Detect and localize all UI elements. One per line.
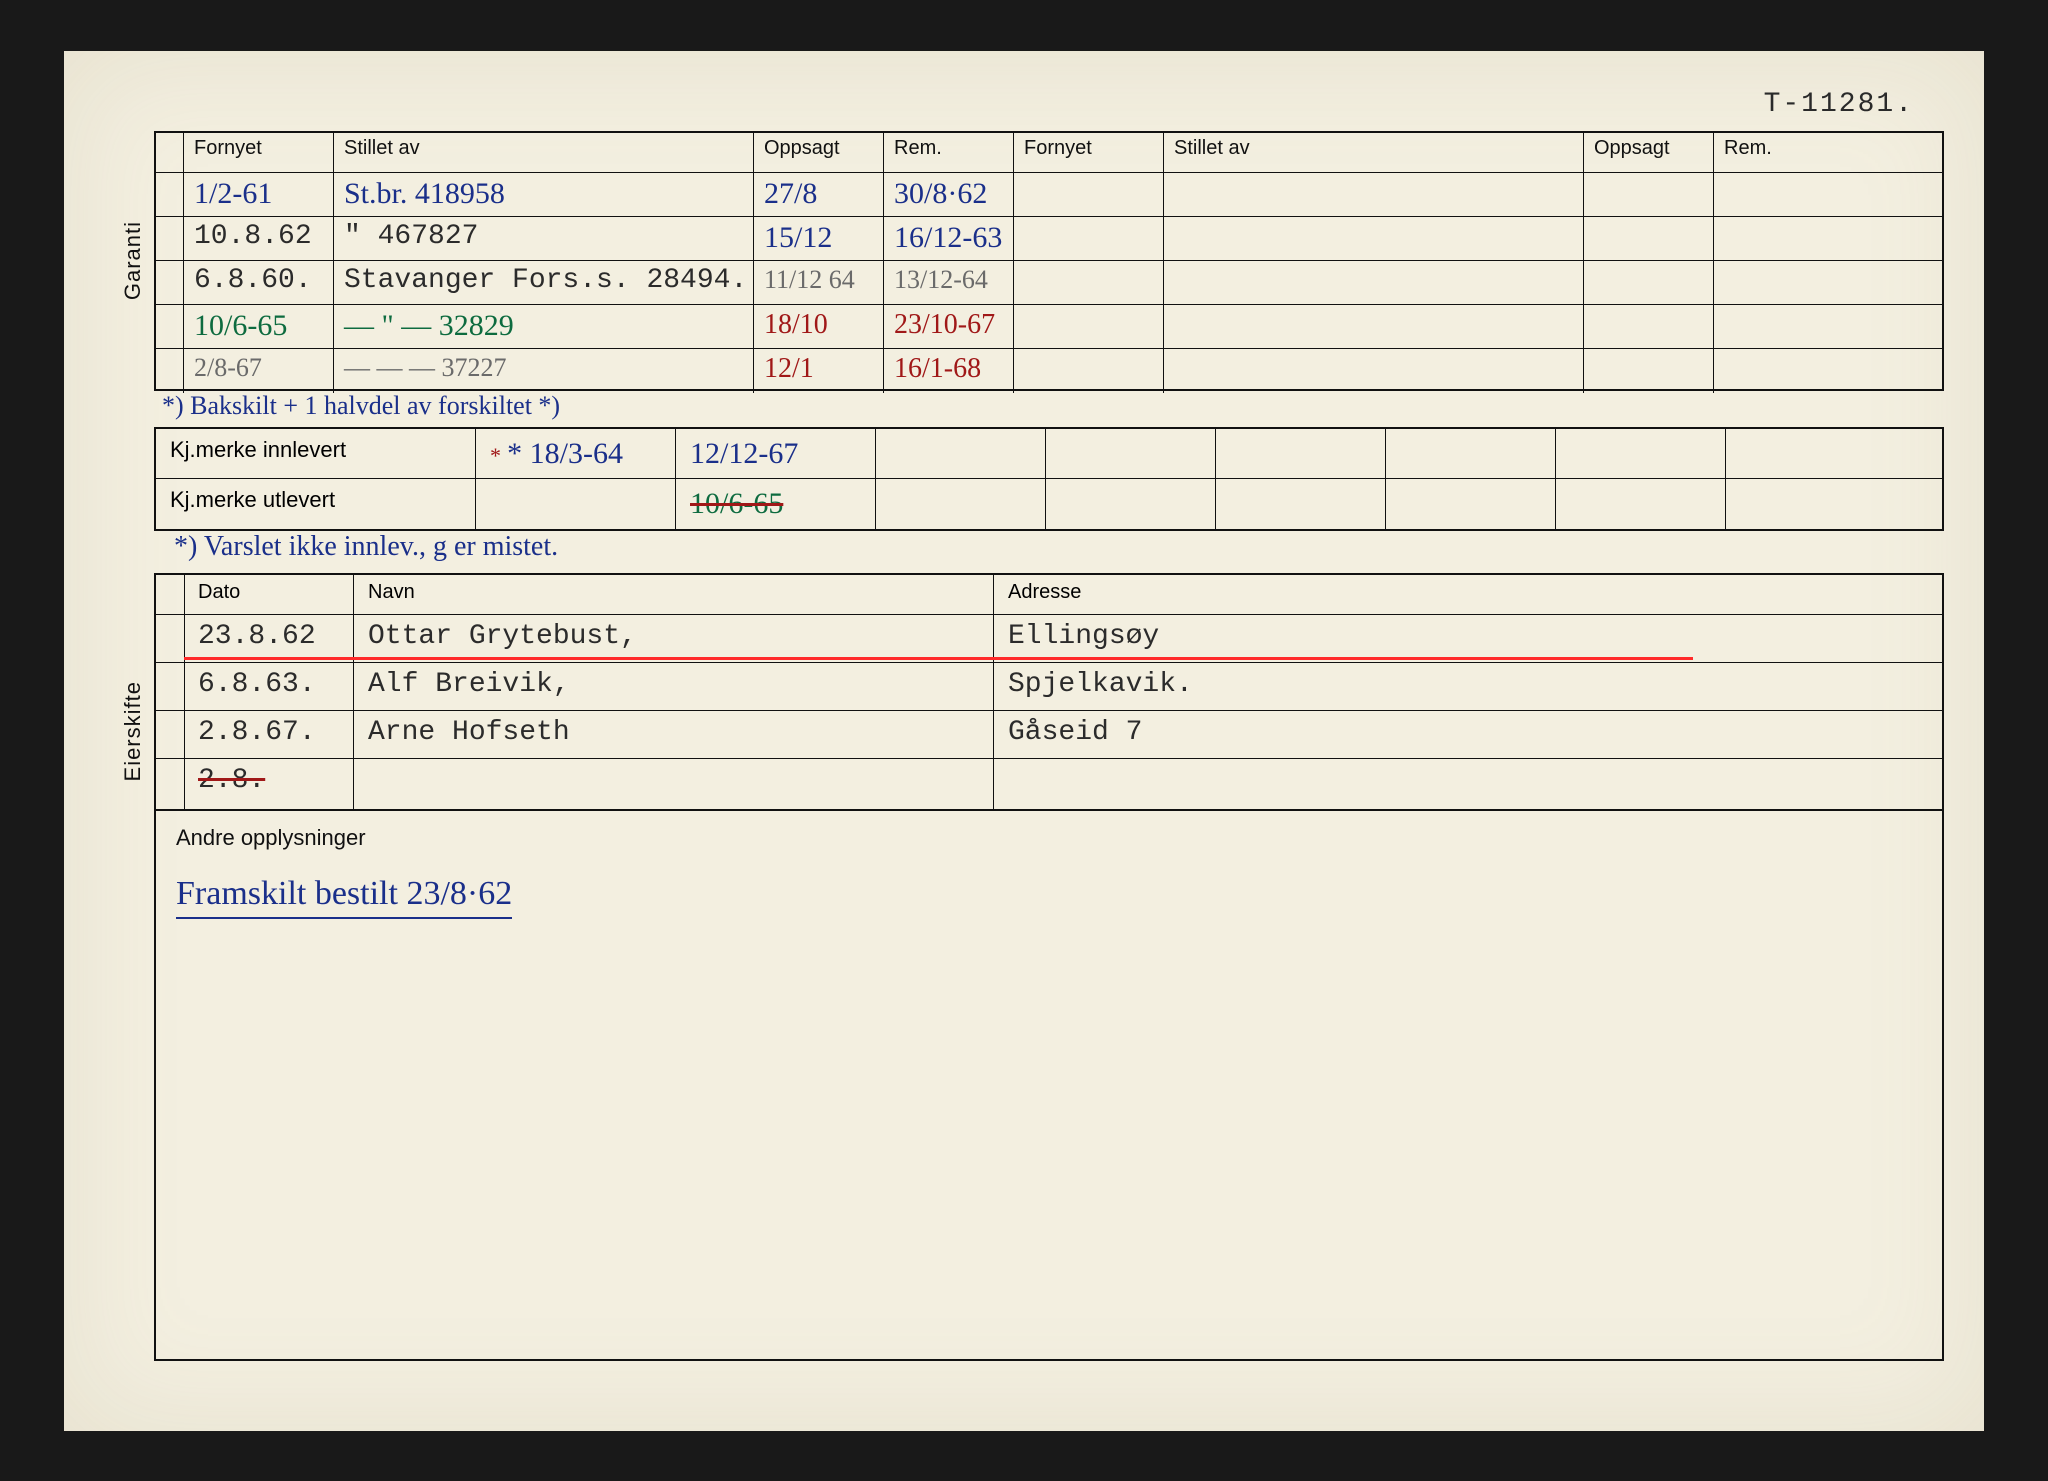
kjmerke-utlevert-label: Kj.merke utlevert bbox=[156, 479, 476, 529]
cell-dato: 23.8.62 bbox=[198, 621, 316, 652]
eierskifte-row: 2.8.67. Arne Hofseth Gåseid 7 bbox=[156, 711, 1942, 759]
eierskifte-row: 23.8.62 Ottar Grytebust, Ellingsøy bbox=[156, 615, 1942, 663]
kjmerke-footnote: *) Varslet ikke innlev., g er mistet. bbox=[154, 531, 1944, 573]
cell-stillet: " 467827 bbox=[344, 221, 478, 252]
cell-oppsagt: 27/8 bbox=[764, 177, 817, 210]
cell-navn: Alf Breivik, bbox=[368, 669, 570, 700]
cell-adresse: Gåseid 7 bbox=[1008, 717, 1142, 748]
col-stillet-av-2: Stillet av bbox=[1164, 133, 1584, 172]
eierskifte-row: 2.8. bbox=[156, 759, 1942, 809]
col-fornyet: Fornyet bbox=[184, 133, 334, 172]
cell-dato-struck: 2.8. bbox=[198, 765, 265, 796]
col-dato: Dato bbox=[184, 575, 354, 614]
col-oppsagt: Oppsagt bbox=[754, 133, 884, 172]
cell-fornyet: 10.8.62 bbox=[194, 221, 312, 252]
cell-fornyet: 6.8.60. bbox=[194, 265, 312, 296]
garanti-footnote: *) Bakskilt + 1 halvdel av forskiltet *) bbox=[154, 391, 1944, 427]
andre-label: Andre opplysninger bbox=[176, 825, 1922, 851]
innlevert-val-2: 12/12-67 bbox=[690, 437, 798, 470]
cell-rem: 13/12-64 bbox=[894, 265, 988, 294]
cell-fornyet: 1/2-61 bbox=[194, 177, 272, 210]
cell-stillet: St.br. 418958 bbox=[344, 177, 505, 210]
cell-rem: 23/10-67 bbox=[894, 309, 995, 340]
garanti-row: 10.8.62 " 467827 15/12 16/12-63 bbox=[156, 217, 1942, 261]
kjmerke-table: Kj.merke innlevert * * 18/3-64 12/12-67 … bbox=[154, 427, 1944, 531]
cell-rem: 16/12-63 bbox=[894, 221, 1002, 254]
cell-fornyet: 2/8-67 bbox=[194, 353, 262, 382]
eierskifte-header-row: Dato Navn Adresse bbox=[156, 575, 1942, 615]
cell-oppsagt: 15/12 bbox=[764, 221, 832, 254]
garanti-row: 10/6-65 — " — 32829 18/10 23/10-67 bbox=[156, 305, 1942, 349]
andre-opplysninger-section: Andre opplysninger Framskilt bestilt 23/… bbox=[154, 811, 1944, 1361]
cell-fornyet: 10/6-65 bbox=[194, 309, 287, 342]
innlevert-val-1: * 18/3-64 bbox=[507, 437, 623, 470]
cell-oppsagt: 11/12 64 bbox=[764, 265, 855, 294]
kjmerke-innlevert-label: Kj.merke innlevert bbox=[156, 429, 476, 478]
garanti-row: 1/2-61 St.br. 418958 27/8 30/8·62 bbox=[156, 173, 1942, 217]
eierskifte-section-label: Eierskifte bbox=[120, 681, 146, 781]
col-rem: Rem. bbox=[884, 133, 1014, 172]
col-navn: Navn bbox=[354, 575, 994, 614]
garanti-header-row: Fornyet Stillet av Oppsagt Rem. Fornyet … bbox=[156, 133, 1942, 173]
col-rem-2: Rem. bbox=[1714, 133, 1814, 172]
garanti-section-label: Garanti bbox=[120, 221, 146, 300]
kjmerke-utlevert-row: Kj.merke utlevert 10/6-65 bbox=[156, 479, 1942, 529]
garanti-row: 2/8-67 — — — 37227 12/1 16/1-68 bbox=[156, 349, 1942, 393]
form-body: Garanti Fornyet Stillet av Oppsagt Rem. … bbox=[124, 131, 1944, 1361]
andre-text: Framskilt bestilt 23/8·62 bbox=[176, 875, 512, 919]
cell-rem: 16/1-68 bbox=[894, 353, 981, 384]
col-oppsagt-2: Oppsagt bbox=[1584, 133, 1714, 172]
eierskifte-row: 6.8.63. Alf Breivik, Spjelkavik. bbox=[156, 663, 1942, 711]
kjmerke-innlevert-row: Kj.merke innlevert * * 18/3-64 12/12-67 bbox=[156, 429, 1942, 479]
cell-navn: Ottar Grytebust, bbox=[368, 621, 637, 652]
cell-dato: 6.8.63. bbox=[198, 669, 316, 700]
cell-stillet: — — — 37227 bbox=[344, 353, 507, 382]
cell-oppsagt: 12/1 bbox=[764, 353, 814, 384]
cell-stillet: — " — 32829 bbox=[344, 309, 514, 342]
cell-rem: 30/8·62 bbox=[894, 177, 987, 210]
garanti-table: Fornyet Stillet av Oppsagt Rem. Fornyet … bbox=[154, 131, 1944, 391]
card-id: T-11281. bbox=[1764, 89, 1914, 120]
eierskifte-table: Dato Navn Adresse 23.8.62 Ottar Grytebus… bbox=[154, 573, 1944, 811]
cell-oppsagt: 18/10 bbox=[764, 309, 828, 340]
utlevert-val-1: 10/6-65 bbox=[690, 487, 783, 520]
cell-navn: Arne Hofseth bbox=[368, 717, 570, 748]
cell-adresse: Ellingsøy bbox=[1008, 621, 1159, 652]
col-fornyet-2: Fornyet bbox=[1014, 133, 1164, 172]
garanti-row: 6.8.60. Stavanger Fors.s. 28494. 11/12 6… bbox=[156, 261, 1942, 305]
cell-stillet: Stavanger Fors.s. 28494. bbox=[344, 265, 747, 296]
col-stillet-av: Stillet av bbox=[334, 133, 754, 172]
cell-dato: 2.8.67. bbox=[198, 717, 316, 748]
index-card: T-11281. Garanti Fornyet Stillet av Opps… bbox=[64, 51, 1984, 1431]
col-adresse: Adresse bbox=[994, 575, 1942, 614]
cell-adresse: Spjelkavik. bbox=[1008, 669, 1193, 700]
